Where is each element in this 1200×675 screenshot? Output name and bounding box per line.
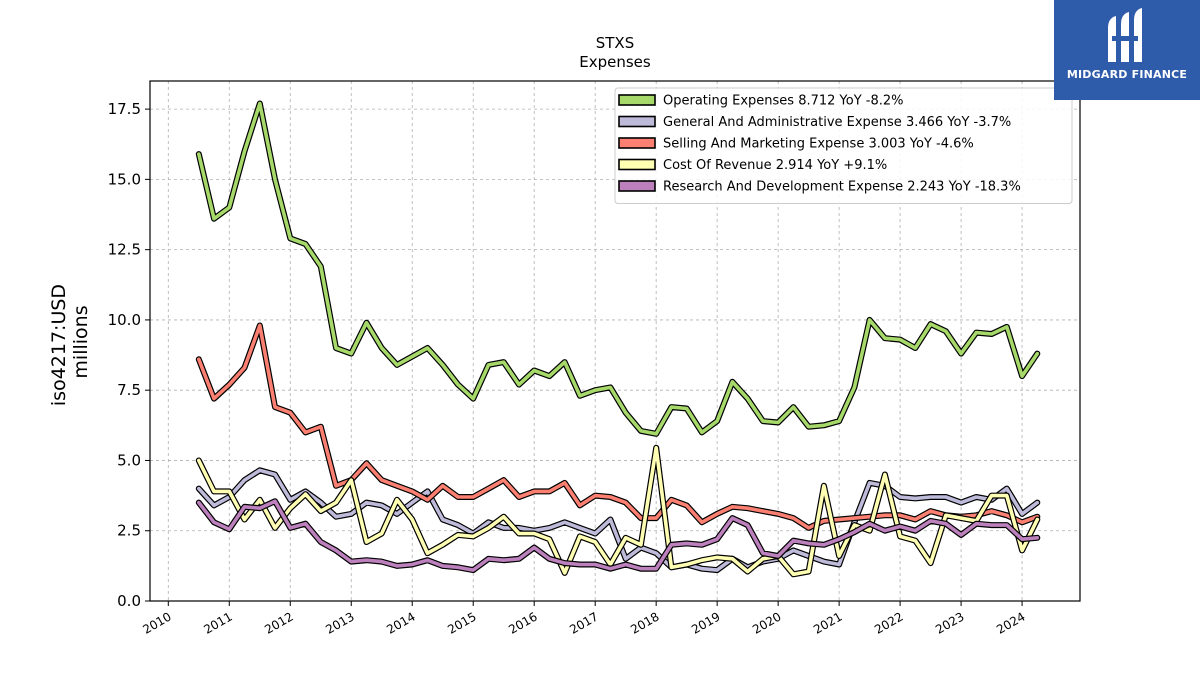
legend-label: Cost Of Revenue 2.914 YoY +9.1% [663, 158, 887, 173]
series-operating-expenses [195, 100, 1041, 437]
legend-item: Operating Expenses 8.712 YoY -8.2% [618, 94, 904, 109]
legend-swatch [618, 94, 656, 106]
y-tick-label: 15.0 [108, 170, 141, 188]
chart-subtitle: Expenses [579, 53, 651, 71]
legend-label: Selling And Marketing Expense 3.003 YoY … [663, 137, 974, 152]
legend-label: Operating Expenses 8.712 YoY -8.2% [663, 94, 904, 109]
series-research-and-development-expense [195, 498, 1041, 574]
legend-item: General And Administrative Expense 3.466… [618, 115, 1011, 130]
legend-item: Selling And Marketing Expense 3.003 YoY … [618, 137, 974, 152]
legend-label: Research And Development Expense 2.243 Y… [663, 180, 1021, 195]
y-tick-label: 17.5 [108, 100, 141, 118]
logo-text: MIDGARD FINANCE [1066, 68, 1188, 81]
y-tick-label: 12.5 [108, 241, 141, 259]
legend-swatch [618, 180, 656, 192]
midgard-finance-logo: MIDGARD FINANCE [1054, 0, 1200, 100]
plot-frame [149, 80, 1081, 602]
y-tick-label: 10.0 [108, 311, 141, 329]
y-axis-label: iso4217:USD millions [48, 278, 92, 406]
legend-swatch [618, 137, 656, 149]
legend-swatch [618, 115, 656, 128]
series-line [197, 468, 1040, 572]
chart-title: STXS [596, 34, 634, 52]
y-tick-label: 0.0 [117, 592, 141, 610]
legend-label: General And Administrative Expense 3.466… [663, 115, 1011, 130]
series-general-and-administrative-expense [195, 467, 1041, 574]
y-tick-label: 7.5 [117, 381, 141, 399]
legend-item: Cost Of Revenue 2.914 YoY +9.1% [618, 158, 887, 173]
y-axis-label-line-1: iso4217:USD [48, 284, 70, 406]
legend-item: Research And Development Expense 2.243 Y… [618, 180, 1021, 195]
legend: Operating Expenses 8.712 YoY -8.2% Genera… [614, 87, 1073, 204]
series-line [197, 101, 1040, 436]
series-line [197, 499, 1040, 572]
y-tick-label: 2.5 [117, 522, 141, 540]
legend-swatch [618, 158, 656, 171]
y-axis-label-line-2: millions [70, 305, 92, 378]
midgard-logo-icon [1108, 8, 1142, 62]
y-tick-label: 5.0 [117, 451, 141, 469]
legend-box [614, 87, 1073, 204]
series-lines [195, 100, 1041, 578]
